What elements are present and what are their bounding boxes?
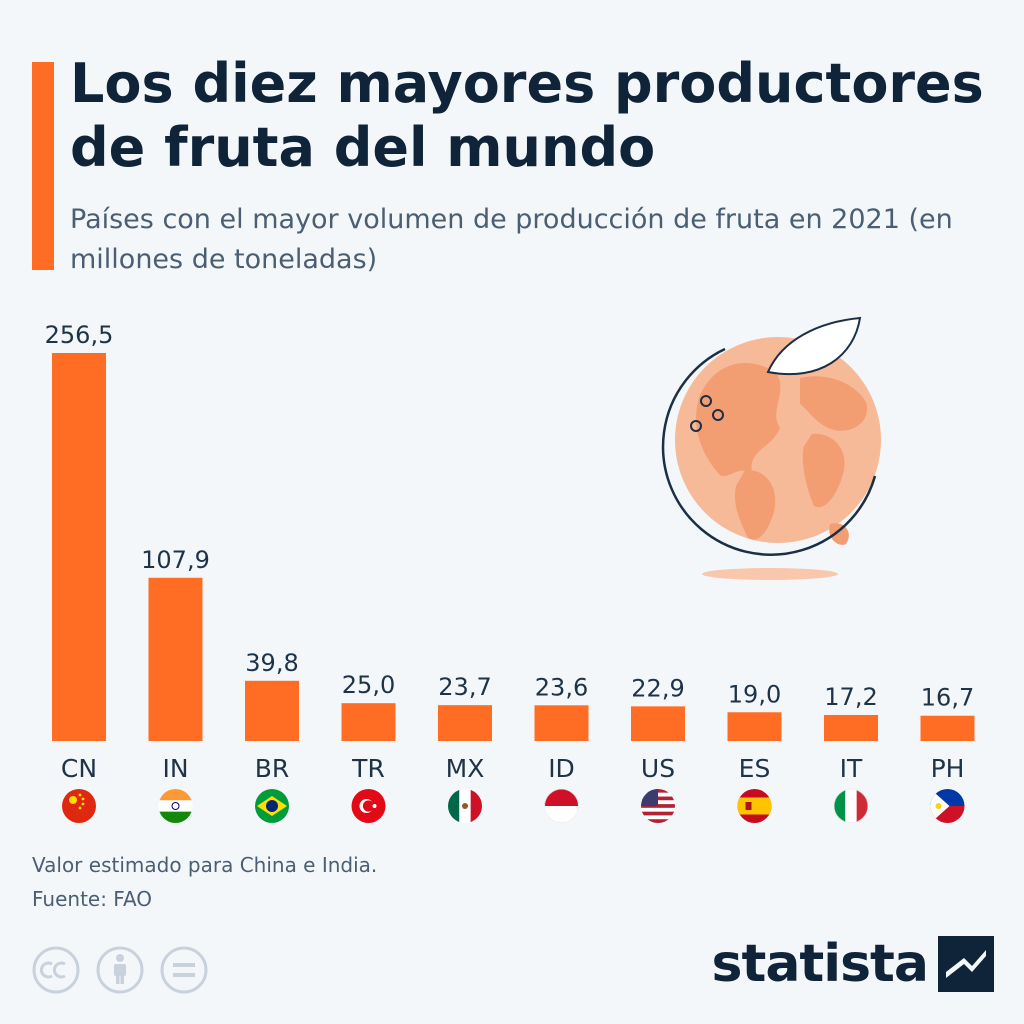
value-label: 39,8	[245, 649, 298, 677]
category-label: CN	[61, 754, 97, 783]
bar-br	[245, 680, 299, 741]
value-label: 256,5	[45, 321, 114, 349]
mexico-flag-icon	[448, 789, 482, 823]
estimate-note: Valor estimado para China e India.	[32, 853, 378, 877]
value-label: 107,9	[141, 546, 210, 574]
value-label: 17,2	[824, 683, 877, 711]
value-label: 22,9	[631, 674, 684, 702]
bar-us	[631, 706, 685, 741]
attribution-icon	[96, 946, 144, 994]
india-flag-icon	[158, 789, 193, 823]
bar-tr	[341, 703, 396, 741]
no-derivatives-icon	[160, 946, 208, 994]
bar-ph	[920, 715, 975, 741]
accent-bar	[32, 62, 54, 270]
category-label: ID	[548, 754, 575, 783]
cc-icon	[32, 946, 80, 994]
indonesia-flag-icon	[544, 789, 579, 823]
bar-chart-svg: 256,5 CN 107,9 IN 39,8 BR 25,0 TR 23,7 MX 23,6 ID 22…	[45, 321, 975, 823]
category-label: PH	[931, 754, 965, 783]
value-label: 25,0	[342, 671, 395, 699]
bar-cn	[52, 353, 106, 741]
bar-in	[148, 577, 203, 741]
value-label: 23,7	[438, 673, 491, 701]
category-label: IT	[840, 754, 863, 783]
statista-logo: statista	[712, 934, 994, 994]
category-label: BR	[255, 754, 290, 783]
china-flag-icon	[62, 789, 96, 823]
globe-fruit-icon	[661, 316, 881, 580]
category-label: IN	[162, 754, 188, 783]
category-label: TR	[351, 754, 385, 783]
category-label: ES	[739, 754, 771, 783]
value-label: 16,7	[921, 684, 974, 712]
philippines-flag-icon	[930, 789, 965, 823]
bar-chart: 256,5 CN 107,9 IN 39,8 BR 25,0 TR 23,7 MX 23,6 ID 22…	[0, 300, 1024, 840]
italy-flag-icon	[834, 789, 868, 823]
statista-logo-icon	[938, 936, 994, 992]
usa-flag-icon	[641, 789, 675, 823]
footnote: Valor estimado para China e India. Fuent…	[32, 848, 377, 916]
chart-title: Los diez mayores productores de fruta de…	[70, 52, 984, 179]
bar-it	[824, 714, 878, 741]
bar-mx	[438, 705, 492, 741]
value-label: 19,0	[728, 680, 781, 708]
source-label: Fuente: FAO	[32, 887, 153, 911]
value-label: 23,6	[535, 673, 588, 701]
category-label: MX	[446, 754, 485, 783]
bar-es	[727, 712, 782, 741]
bar-id	[534, 705, 589, 741]
brand-name: statista	[711, 934, 929, 994]
category-label: US	[641, 754, 675, 783]
license-icons	[32, 946, 208, 994]
chart-subtitle: Países con el mayor volumen de producció…	[70, 204, 953, 275]
spain-flag-icon	[737, 789, 772, 823]
brazil-flag-icon	[255, 789, 289, 823]
turkey-flag-icon	[351, 789, 386, 823]
